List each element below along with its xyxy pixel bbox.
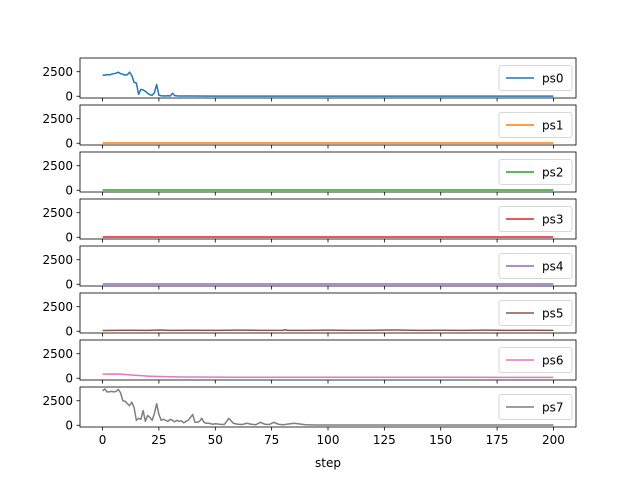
legend-ps1: ps1 xyxy=(498,112,573,138)
x-axis-label: step xyxy=(315,456,341,470)
legend-box xyxy=(498,206,573,232)
legend-box xyxy=(498,65,573,91)
y-tick-label: 2500 xyxy=(42,112,73,126)
series-line-ps7 xyxy=(102,388,554,426)
subplot-ps7: 0 2500 0 25 50 75 100 125 150 175 200 ps7 xyxy=(42,386,577,447)
x-tick-label: 25 xyxy=(151,433,166,447)
x-tick-label: 75 xyxy=(264,433,279,447)
y-tick-label: 0 xyxy=(65,372,73,386)
legend-box xyxy=(498,253,573,279)
subplot-ps2: 0 2500 ps2 xyxy=(42,151,577,198)
y-tick-label: 2500 xyxy=(42,159,73,173)
legend-box xyxy=(498,394,573,420)
y-tick-label: 0 xyxy=(65,90,73,104)
legend-label: ps4 xyxy=(542,260,564,274)
legend-ps5: ps5 xyxy=(498,300,573,326)
legend-ps0: ps0 xyxy=(498,65,573,91)
y-tick-label: 0 xyxy=(65,278,73,292)
x-tick-label: 125 xyxy=(373,433,396,447)
y-tick-label: 0 xyxy=(65,325,73,339)
legend-label: ps1 xyxy=(542,119,564,133)
legend-label: ps7 xyxy=(542,401,564,415)
series-line-ps6 xyxy=(102,373,554,379)
legend-box xyxy=(498,159,573,185)
legend-label: ps2 xyxy=(542,166,564,180)
legend-box xyxy=(498,112,573,138)
series-line-ps0 xyxy=(102,71,554,97)
subplot-ps3: 0 2500 ps3 xyxy=(42,198,577,245)
subplot-ps5: 0 2500 ps5 xyxy=(42,292,577,339)
x-tick-label: 200 xyxy=(542,433,565,447)
legend-ps4: ps4 xyxy=(498,253,573,279)
y-tick-label: 0 xyxy=(65,184,73,198)
legend-box xyxy=(498,300,573,326)
y-tick-label: 2500 xyxy=(42,253,73,267)
y-tick-label: 0 xyxy=(65,419,73,433)
x-tick-label: 100 xyxy=(317,433,340,447)
x-tick-label: 150 xyxy=(429,433,452,447)
y-tick-label: 0 xyxy=(65,231,73,245)
y-tick-label: 2500 xyxy=(42,347,73,361)
y-tick-label: 2500 xyxy=(42,65,73,79)
y-tick-label: 2500 xyxy=(42,206,73,220)
x-tick-label: 0 xyxy=(99,433,107,447)
legend-ps7: ps7 xyxy=(498,394,573,420)
x-tick-label: 175 xyxy=(486,433,509,447)
legend-label: ps6 xyxy=(542,354,564,368)
series-line-ps5 xyxy=(102,329,554,332)
y-tick-label: 2500 xyxy=(42,394,73,408)
subplot-ps1: 0 2500 ps1 xyxy=(42,104,577,151)
subplot-ps6: 0 2500 ps6 xyxy=(42,339,577,386)
legend-label: ps5 xyxy=(542,307,564,321)
legend-ps6: ps6 xyxy=(498,347,573,373)
legend-label: ps0 xyxy=(542,72,564,86)
y-tick-label: 0 xyxy=(65,137,73,151)
subplot-ps4: 0 2500 ps4 xyxy=(42,245,577,292)
x-tick-label: 50 xyxy=(208,433,223,447)
legend-box xyxy=(498,347,573,373)
legend-label: ps3 xyxy=(542,213,564,227)
subplot-ps0: 0 2500 ps0 xyxy=(42,57,577,104)
y-tick-label: 2500 xyxy=(42,300,73,314)
legend-ps2: ps2 xyxy=(498,159,573,185)
legend-ps3: ps3 xyxy=(498,206,573,232)
